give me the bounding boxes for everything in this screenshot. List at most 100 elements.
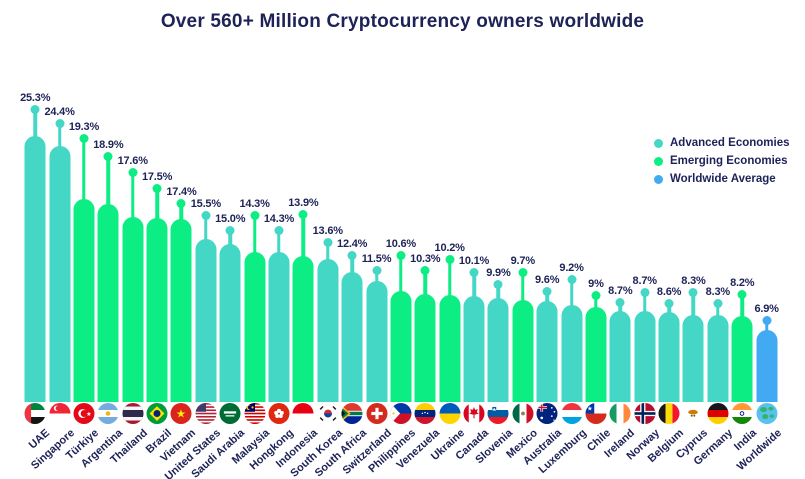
svg-text:★: ★ (587, 406, 593, 413)
bar-value-label: 19.3% (68, 121, 100, 133)
bar (268, 252, 290, 402)
bar-value-label: 13.6% (312, 225, 343, 237)
ireland-flag (609, 403, 631, 424)
advanced-economies-dot-icon (654, 138, 663, 148)
chile-flag: ★ (585, 403, 607, 424)
legend: Advanced Economies Emerging Economies Wo… (654, 134, 790, 188)
united-states-flag (195, 403, 217, 424)
ukraine-flag (439, 403, 461, 424)
bar-pin-dot-icon (347, 251, 357, 260)
bar-value-label: 8.7% (632, 275, 657, 287)
bar-value-label: 9% (588, 278, 604, 290)
bar-column-argentina: 18.9% Argentina (79, 0, 125, 479)
bar-column-indonesia: 13.9% Indonesia (274, 0, 320, 479)
bar-value-label: 18.9% (93, 139, 124, 151)
bar-value-label: 24.4% (44, 106, 75, 118)
bar-stem (447, 259, 452, 297)
bar (170, 219, 192, 402)
bar-stem (350, 255, 354, 274)
bar-value-label: 15.0% (215, 213, 246, 225)
bar-column-cyprus: 8.3% Cyprus (674, 0, 710, 479)
bar-column-saudi-arabia: 15.0% Saudi Arabia (190, 0, 248, 479)
bar-stem (691, 292, 696, 317)
bar (439, 295, 461, 402)
legend-label: Emerging Economies (670, 155, 788, 167)
bar-stem (667, 303, 671, 314)
bar-value-label: 8.2% (730, 277, 755, 289)
slovenia-flag (487, 403, 509, 424)
bar-stem (228, 230, 232, 246)
bar (195, 239, 217, 402)
bar (487, 298, 509, 402)
norway-flag (634, 403, 656, 424)
bar-column-chile: 9% ★ Chile (584, 0, 613, 479)
bar-stem (204, 215, 208, 241)
bar-stem (277, 230, 281, 254)
bar (414, 294, 436, 402)
bar (24, 136, 46, 402)
vietnam-flag: ★ (170, 403, 192, 424)
legend-label: Worldwide Average (670, 173, 776, 185)
bar-pin-dot-icon (615, 298, 625, 307)
bar-pin-dot-icon (420, 266, 430, 275)
bar-stem (496, 284, 501, 300)
worldwide-average-dot-icon (654, 174, 663, 184)
bar-stem (252, 215, 257, 254)
bar-pin-dot-icon (152, 184, 162, 193)
bar-value-label: 10.1% (458, 255, 490, 267)
philippines-flag (390, 403, 412, 424)
bar-value-label: 9.7% (510, 255, 535, 267)
bar-column-germany: 8.3% Germany (691, 0, 734, 479)
bar-pin-dot-icon (688, 288, 698, 297)
bar-stem (325, 242, 330, 261)
bar-value-label: 9.9% (486, 267, 511, 279)
bar (341, 272, 363, 402)
bar-column-vietnam: 17.4% ★ Vietnam (159, 0, 199, 479)
bar-pin-dot-icon (762, 316, 772, 325)
bar-pin-dot-icon (664, 299, 674, 308)
bar-column-brazil: 17.5% Brazil (142, 0, 174, 479)
bar (561, 305, 583, 402)
bar (366, 281, 387, 402)
bar-column-singapore: 24.4% Singapore (29, 0, 77, 479)
bar-stem (642, 292, 647, 313)
bar-stem (594, 295, 598, 309)
bar (317, 259, 339, 402)
bar (73, 199, 95, 402)
bar-pin-dot-icon (103, 152, 113, 161)
bar-stem (716, 303, 720, 317)
bar-column-norway: 8.7% Norway (624, 0, 662, 479)
bar-value-label: 12.4% (337, 238, 368, 250)
bar-column-thailand: 17.6% Thailand (108, 0, 150, 479)
bar (756, 330, 778, 402)
bar-stem (764, 320, 769, 332)
bar-value-label: 8.3% (681, 275, 706, 287)
bar (512, 300, 534, 402)
bar-column-south-korea: 13.6% South Korea (288, 0, 345, 479)
bar-pin-dot-icon (128, 168, 138, 177)
bar-pin-dot-icon (640, 288, 650, 297)
bar-column-malaysia: 14.3% Malaysia (230, 0, 272, 479)
bar-stem (545, 291, 549, 303)
bar (536, 301, 558, 402)
bar-column-luxemburg: 9.2% Luxemburg (536, 0, 589, 479)
mexico-flag (512, 403, 534, 424)
bar-value-label: 17.4% (166, 186, 197, 198)
luxemburg-flag (561, 403, 583, 424)
bar-column-worldwide: 6.9% Worldwide (734, 0, 783, 479)
bar-value-label: 13.9% (288, 197, 319, 209)
bar (682, 315, 704, 402)
bar-column-venezuela: 10.3% Venezuela (395, 0, 443, 479)
bar-pin-dot-icon (201, 211, 211, 220)
svg-text:★: ★ (86, 411, 92, 418)
australia-flag (536, 403, 558, 424)
argentina-flag (97, 403, 119, 424)
bar-stem (130, 172, 135, 219)
bar-stem (33, 109, 37, 138)
bar-value-label: 15.5% (190, 198, 221, 210)
uae-flag (24, 403, 46, 424)
bar-column-belgium: 8.6% Belgium (646, 0, 686, 479)
bar-pin-dot-icon (30, 105, 40, 114)
bar-column-hongkong: 14.3% Hongkong (248, 0, 296, 479)
